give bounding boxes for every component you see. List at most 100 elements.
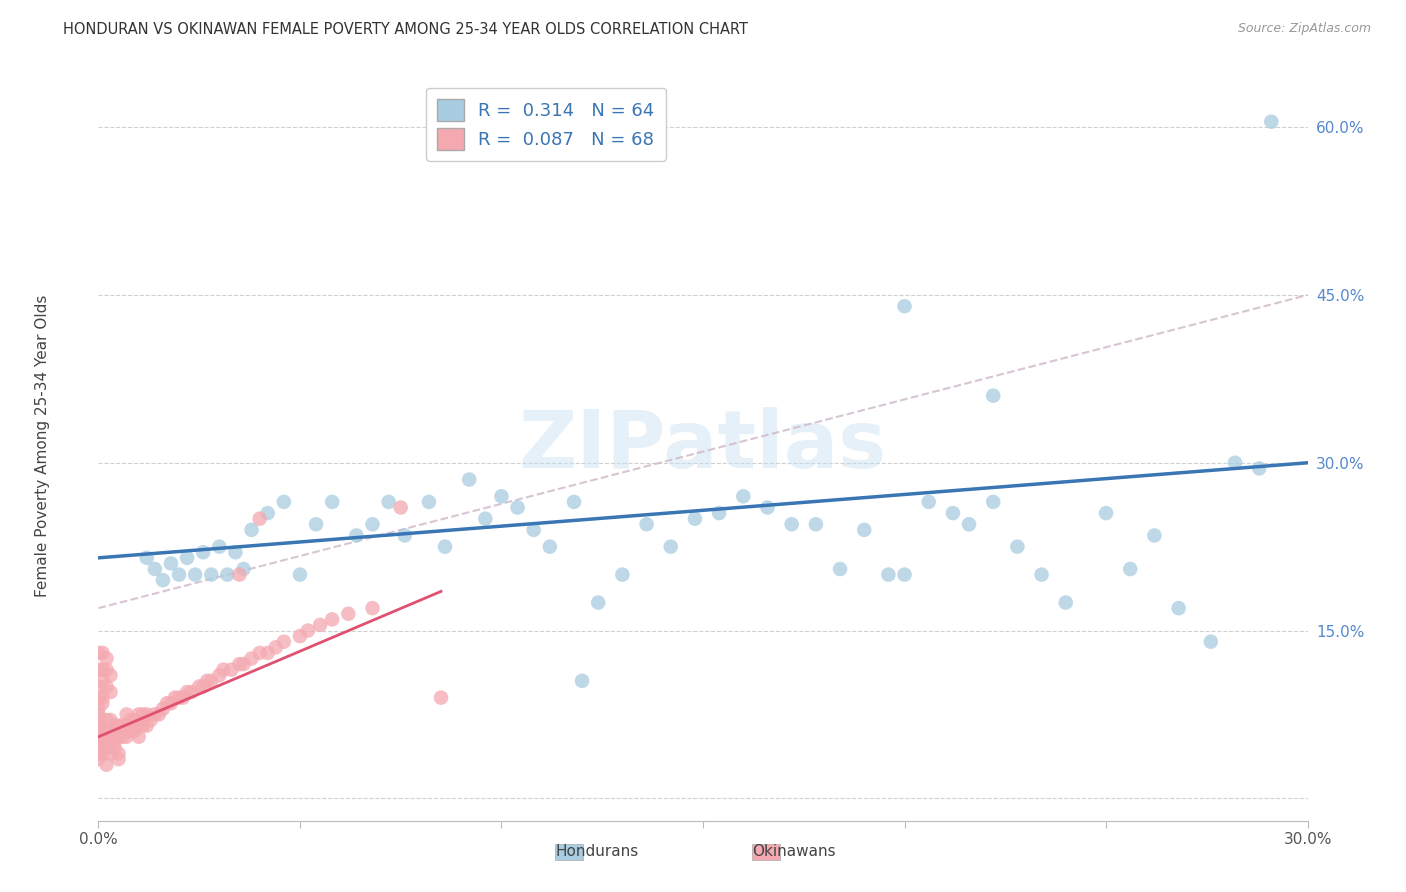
Point	[981, 495, 1004, 509]
Point	[418, 495, 440, 509]
Point	[828, 562, 851, 576]
Point	[249, 646, 271, 660]
Point	[780, 517, 803, 532]
Point	[1054, 596, 1077, 610]
Point	[683, 511, 706, 525]
Point	[1119, 562, 1142, 576]
Point	[87, 690, 110, 705]
Point	[195, 673, 218, 688]
Point	[91, 696, 114, 710]
Point	[1143, 528, 1166, 542]
Point	[458, 473, 481, 487]
Point	[193, 680, 215, 694]
Point	[337, 607, 360, 621]
Point	[87, 752, 110, 766]
Point	[430, 690, 453, 705]
Point	[91, 646, 114, 660]
Point	[103, 741, 125, 756]
Point	[87, 735, 110, 749]
Point	[139, 713, 162, 727]
Point	[160, 696, 183, 710]
Point	[100, 685, 122, 699]
Point	[273, 495, 295, 509]
Point	[893, 567, 915, 582]
Point	[96, 680, 118, 694]
Point	[120, 724, 142, 739]
Point	[135, 707, 157, 722]
Legend: R =  0.314   N = 64, R =  0.087   N = 68: R = 0.314 N = 64, R = 0.087 N = 68	[426, 88, 665, 161]
Point	[636, 517, 658, 532]
Point	[176, 550, 198, 565]
Text: ZIPatlas: ZIPatlas	[519, 407, 887, 485]
Point	[877, 567, 900, 582]
Point	[491, 489, 513, 503]
Point	[434, 540, 457, 554]
Point	[249, 511, 271, 525]
Point	[288, 629, 311, 643]
Point	[103, 735, 125, 749]
Point	[111, 730, 134, 744]
Point	[115, 718, 138, 732]
Point	[256, 646, 278, 660]
Point	[188, 680, 211, 694]
Point	[163, 690, 186, 705]
Point	[135, 718, 157, 732]
Text: Female Poverty Among 25-34 Year Olds: Female Poverty Among 25-34 Year Olds	[35, 295, 49, 597]
Point	[1095, 506, 1118, 520]
Point	[273, 634, 295, 648]
Point	[344, 528, 367, 542]
Point	[96, 757, 118, 772]
Text: HONDURAN VS OKINAWAN FEMALE POVERTY AMONG 25-34 YEAR OLDS CORRELATION CHART: HONDURAN VS OKINAWAN FEMALE POVERTY AMON…	[63, 22, 748, 37]
Point	[148, 707, 170, 722]
Point	[152, 573, 174, 587]
Point	[221, 663, 243, 677]
Point	[128, 707, 150, 722]
Point	[120, 713, 142, 727]
Point	[804, 517, 827, 532]
Point	[256, 506, 278, 520]
Point	[124, 713, 146, 727]
Point	[124, 724, 146, 739]
Point	[143, 562, 166, 576]
Point	[87, 741, 110, 756]
Point	[981, 389, 1004, 403]
Point	[91, 730, 114, 744]
Point	[240, 523, 263, 537]
Point	[1249, 461, 1271, 475]
Point	[733, 489, 755, 503]
Point	[100, 735, 122, 749]
Point	[1223, 456, 1246, 470]
Point	[87, 730, 110, 744]
Point	[107, 718, 129, 732]
Point	[87, 724, 110, 739]
Point	[1199, 634, 1222, 648]
Point	[288, 567, 311, 582]
Point	[707, 506, 730, 520]
Point	[264, 640, 287, 655]
Point	[100, 668, 122, 682]
Point	[167, 567, 190, 582]
Point	[156, 696, 179, 710]
Point	[394, 528, 416, 542]
Point	[893, 299, 915, 313]
Point	[87, 747, 110, 761]
Point	[160, 557, 183, 571]
Point	[103, 718, 125, 732]
Point	[918, 495, 941, 509]
Point	[562, 495, 585, 509]
Point	[152, 702, 174, 716]
Point	[586, 596, 609, 610]
Point	[87, 663, 110, 677]
Point	[193, 545, 215, 559]
Point	[1260, 114, 1282, 128]
Point	[232, 562, 254, 576]
Point	[217, 567, 239, 582]
Point	[96, 651, 118, 665]
Point	[659, 540, 682, 554]
Point	[96, 713, 118, 727]
Point	[474, 511, 496, 525]
Point	[87, 713, 110, 727]
Point	[523, 523, 546, 537]
Point	[128, 718, 150, 732]
Point	[100, 724, 122, 739]
